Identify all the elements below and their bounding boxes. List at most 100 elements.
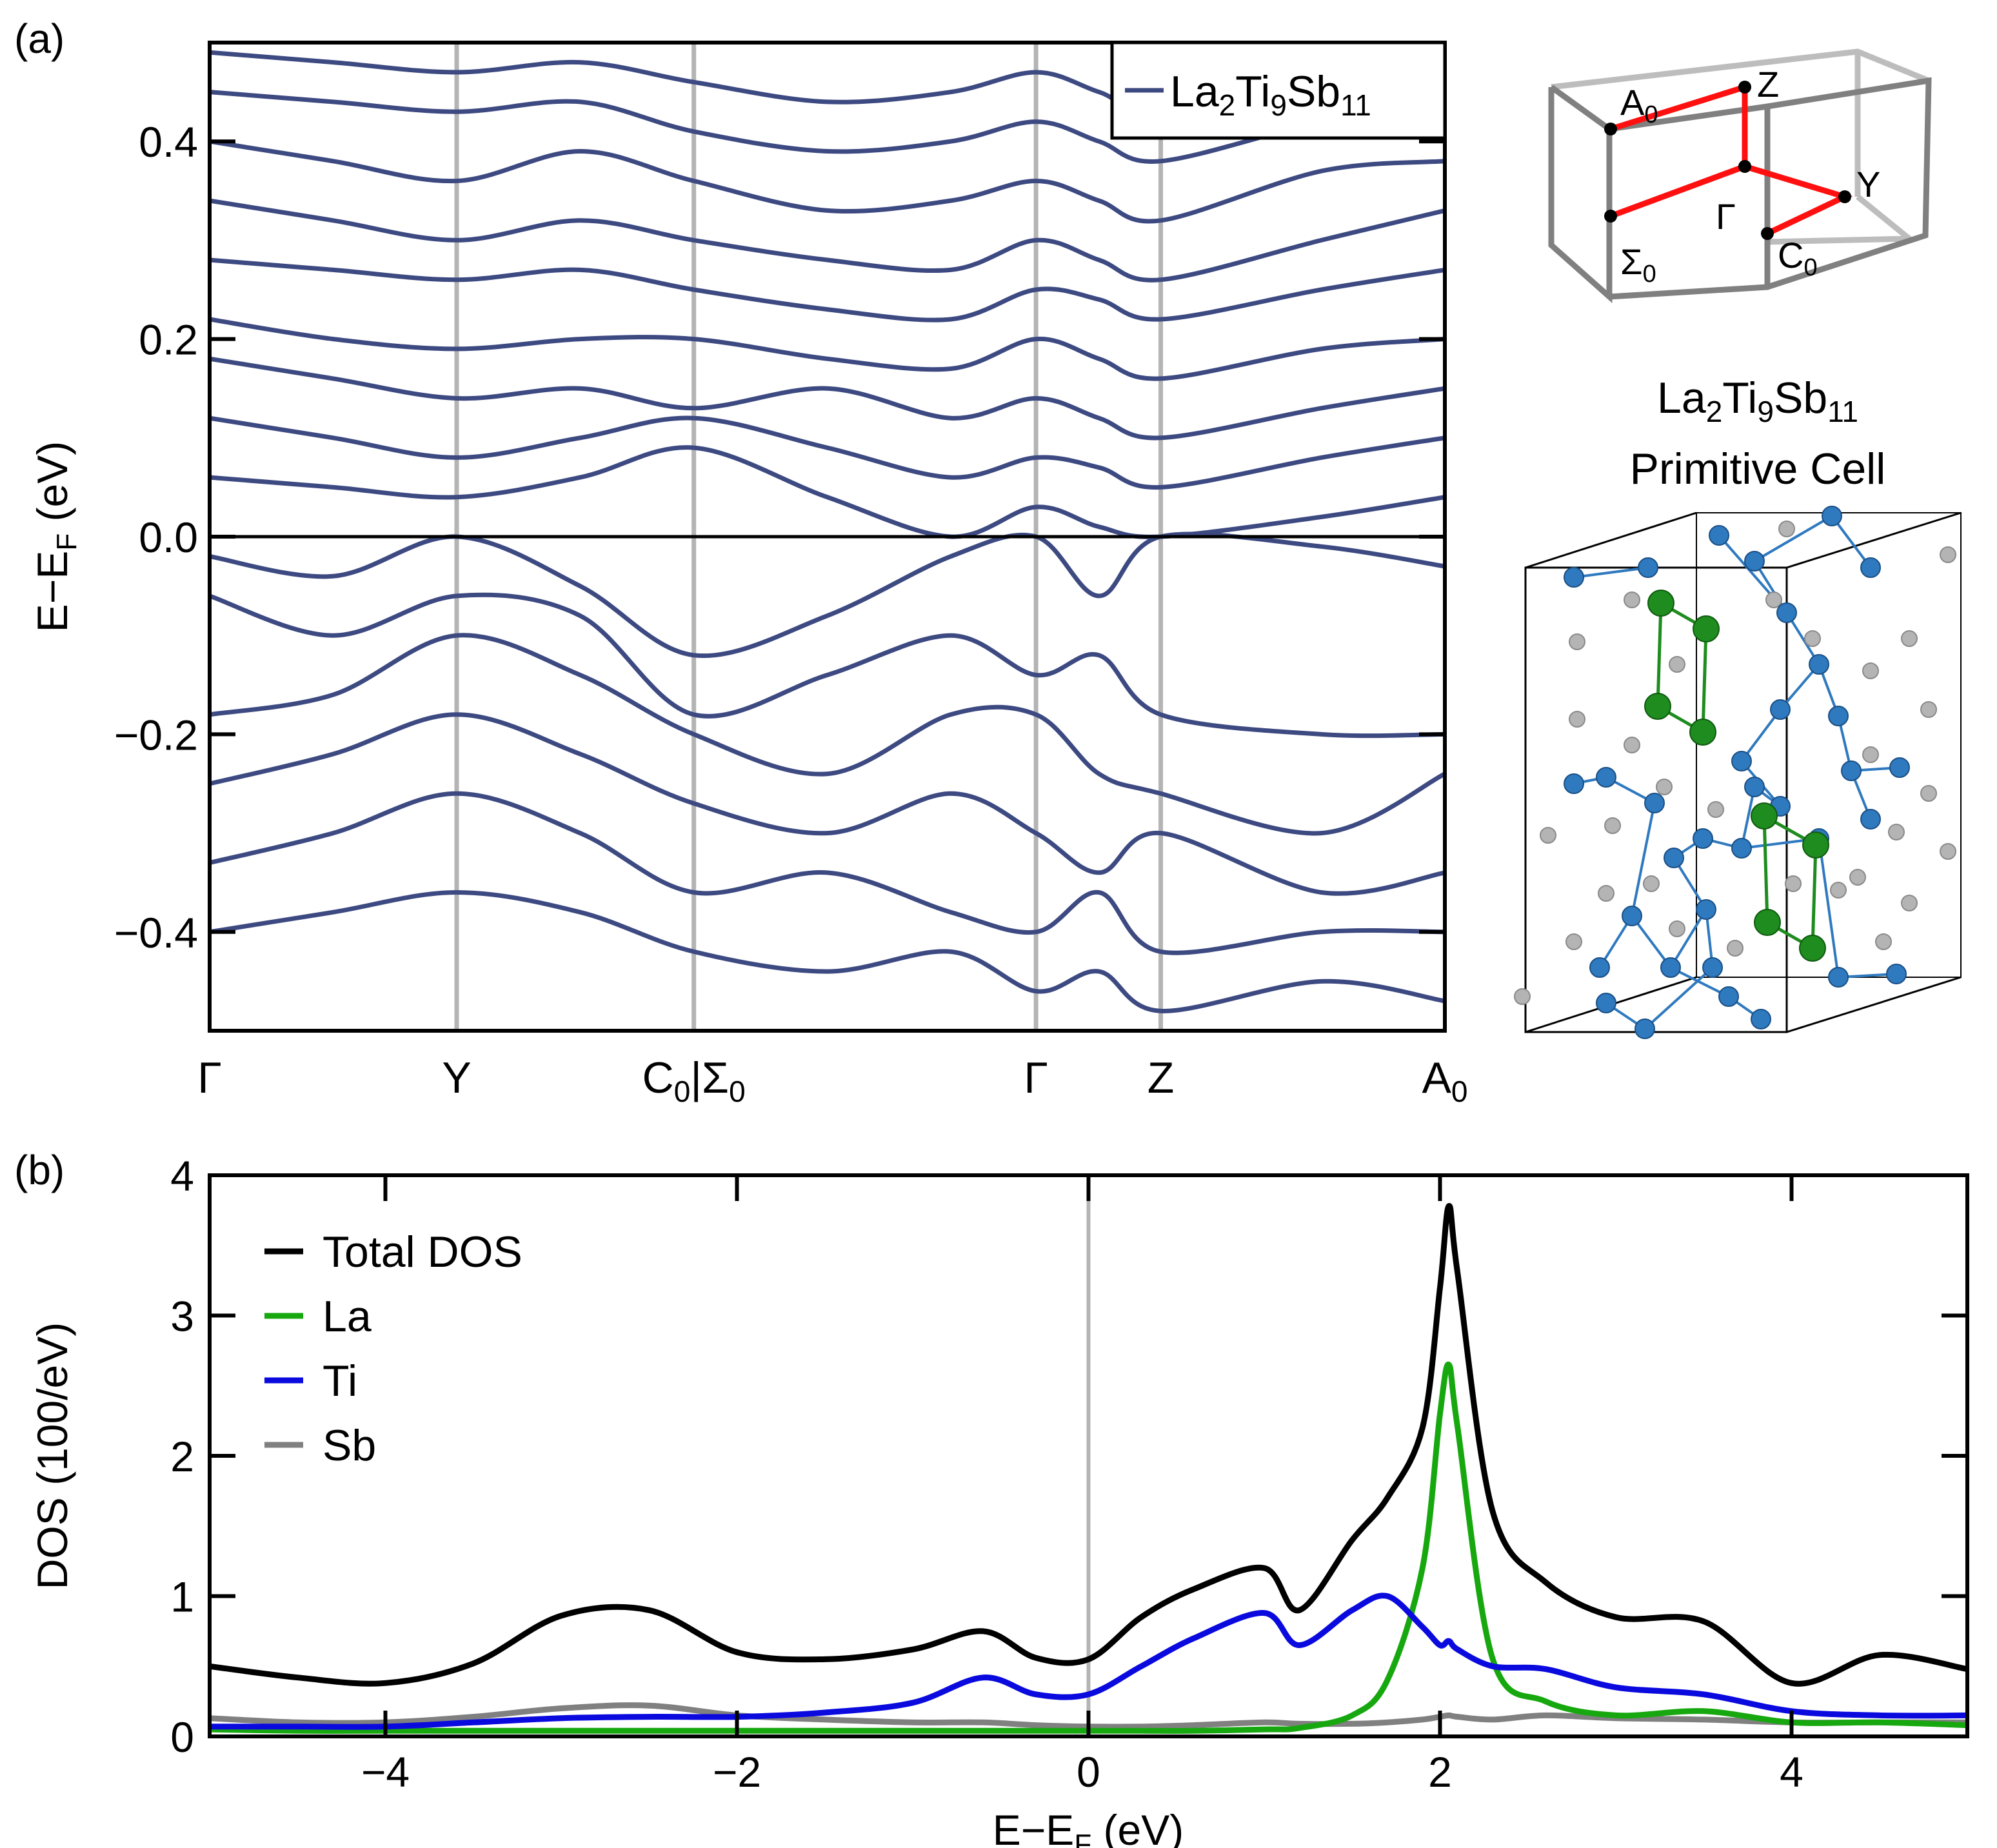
x-tick-label: −2 — [713, 1748, 761, 1796]
ti-atom — [1644, 793, 1665, 813]
sb-atom — [1569, 633, 1585, 650]
la-bond — [1762, 815, 1769, 923]
k-path-label: A0 — [1422, 1053, 1468, 1108]
ti-bond — [1631, 802, 1656, 917]
ti-atom — [1718, 986, 1739, 1007]
sb-atom — [1604, 817, 1621, 834]
k-path-label: Γ — [197, 1053, 221, 1102]
ti-atom — [1751, 1009, 1771, 1029]
y-axis-label-a: E−EF (eV) — [28, 441, 83, 633]
band-line — [210, 317, 1445, 381]
y-tick-label: 2 — [170, 1433, 194, 1480]
ti-atom — [1841, 760, 1862, 781]
sb-atom — [1598, 885, 1614, 902]
ti-atom — [1886, 964, 1907, 984]
ti-bond — [1669, 908, 1707, 969]
band-structure-panel: (a) −0.4 −0.2 0.0 0.2 0.4 Γ Y C0|Σ0 Γ Z A0 E−EF (… — [14, 15, 1467, 1108]
sb-atom — [1624, 591, 1640, 608]
sb-atom — [1727, 940, 1744, 957]
ti-atom — [1589, 957, 1610, 978]
k-point-c0 — [1761, 227, 1774, 240]
dos-curve-sb — [210, 1702, 1967, 1730]
ti-atom — [1664, 848, 1684, 868]
x-tick-label: 0 — [1077, 1748, 1100, 1796]
x-tick-label: 4 — [1780, 1748, 1803, 1796]
inset-subtitle: Primitive Cell — [1630, 444, 1886, 493]
band-line — [210, 633, 1445, 836]
atoms — [1514, 506, 1956, 1039]
la-bond — [1656, 602, 1663, 707]
bz-front-edges — [1548, 77, 1932, 304]
y-axis-ticks-b: 0 1 2 3 4 — [170, 1152, 1967, 1761]
ti-atom — [1622, 906, 1642, 926]
primitive-cell-structure — [1514, 506, 1962, 1039]
ti-atom — [1828, 706, 1849, 726]
la-atom — [1693, 615, 1720, 642]
sb-atom — [1940, 843, 1956, 860]
sb-atom — [1643, 875, 1660, 892]
band-line — [210, 90, 1445, 164]
ti-atom — [1596, 993, 1616, 1013]
y-tick-label: 0.0 — [139, 513, 198, 561]
ti-bond — [1818, 838, 1840, 978]
ti-bond — [1573, 566, 1649, 579]
sb-atom — [1901, 630, 1918, 647]
k-path-label: Z — [1148, 1053, 1175, 1102]
y-tick-label: −0.2 — [114, 711, 198, 759]
legend-box-a — [1110, 41, 1447, 140]
k-point-z — [1738, 81, 1751, 94]
sb-atom — [1804, 630, 1821, 647]
legend-label: Sb — [323, 1421, 376, 1470]
y-tick-label: 1 — [170, 1573, 194, 1621]
ti-atom — [1822, 506, 1842, 526]
ti-bond — [1831, 515, 1872, 569]
ti-atom — [1744, 551, 1765, 571]
ti-atom — [1744, 777, 1765, 797]
y-tick-label: 3 — [170, 1293, 194, 1340]
dos-curves — [210, 1203, 1967, 1734]
legend-b: Total DOS La Ti Sb — [264, 1227, 522, 1470]
la-atom — [1802, 831, 1829, 859]
ti-atom — [1709, 525, 1729, 546]
sb-atom — [1765, 591, 1782, 608]
la-atom — [1689, 719, 1716, 746]
band-line — [210, 356, 1445, 441]
dos-curve-total-dos — [210, 1203, 1967, 1687]
la-atom — [1751, 802, 1778, 830]
y-tick-label: 0.4 — [139, 118, 198, 166]
dos-panel: (b) −4 −2 0 2 4 0 1 2 3 4 E−EF (eV) DOS (100/eV)… — [14, 1147, 1969, 1848]
legend-label-bands: La2Ti9Sb11 — [1170, 67, 1371, 122]
band-line — [210, 415, 1445, 490]
ti-atom — [1638, 557, 1658, 578]
band-line — [210, 198, 1445, 283]
y-tick-label: 4 — [170, 1152, 194, 1200]
band-line — [210, 139, 1445, 224]
ti-atom — [1660, 957, 1681, 978]
sb-atom — [1707, 801, 1724, 818]
x-tick-label: −4 — [361, 1748, 410, 1796]
band-lines — [210, 50, 1445, 1013]
ti-atom — [1564, 567, 1584, 588]
la-atom — [1799, 935, 1826, 962]
ti-atom — [1860, 809, 1881, 830]
ti-atom — [1809, 654, 1829, 675]
panel-label-a: (a) — [14, 15, 65, 62]
band-line — [210, 445, 1445, 539]
ti-atom — [1731, 751, 1752, 771]
sb-atom — [1656, 779, 1673, 795]
sb-atom — [1875, 933, 1892, 950]
x-tick-label: 2 — [1428, 1748, 1452, 1796]
atom-bonds — [1573, 515, 1900, 1030]
bz-label-sigma0: Σ0 — [1620, 241, 1656, 288]
la-atom — [1644, 693, 1671, 720]
inset-formula: La2Ti9Sb11 — [1657, 373, 1858, 428]
band-line — [210, 532, 1445, 659]
ti-atom — [1702, 957, 1723, 978]
band-line — [210, 712, 1445, 896]
y-axis-ticks-a: −0.4 −0.2 0.0 0.2 0.4 — [114, 118, 1445, 957]
sb-atom — [1514, 988, 1531, 1005]
sb-atom — [1624, 737, 1640, 753]
y-tick-label: 0 — [170, 1713, 194, 1761]
sb-atom — [1569, 711, 1585, 728]
